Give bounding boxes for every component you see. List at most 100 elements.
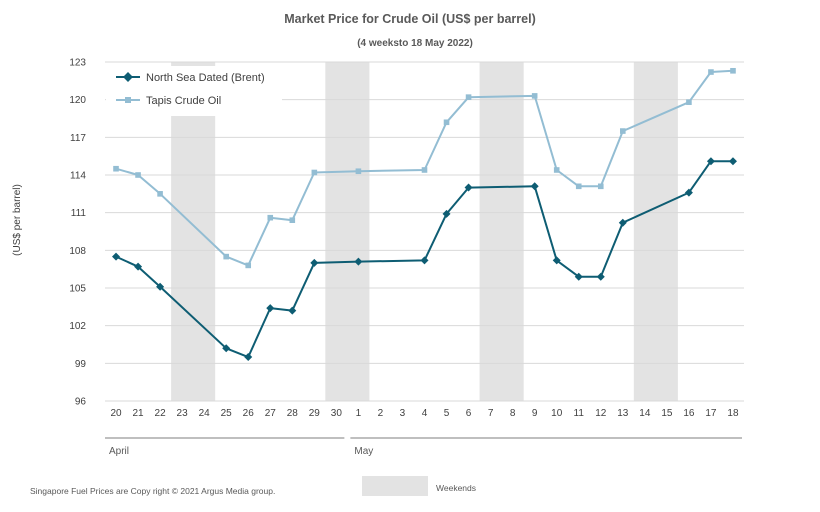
x-tick-label: 1 <box>356 408 362 419</box>
x-tick-label: 30 <box>331 408 343 419</box>
x-tick-label: 29 <box>309 408 321 419</box>
month-axis: April May <box>105 437 742 457</box>
x-tick-label: 3 <box>400 408 406 419</box>
x-tick-label: 14 <box>639 408 651 419</box>
data-point-tapis <box>686 99 692 105</box>
data-point-tapis <box>355 168 362 175</box>
data-point-brent <box>530 182 539 191</box>
data-point-brent <box>552 256 561 265</box>
data-point-tapis <box>135 172 141 178</box>
legend-background <box>106 66 282 116</box>
data-point-brent <box>112 252 121 261</box>
x-tick-label: 10 <box>551 408 563 419</box>
x-tick-label: 2 <box>378 408 384 419</box>
y-tick-label: 120 <box>69 95 86 106</box>
y-tick-label: 111 <box>71 208 87 219</box>
data-point-brent <box>288 306 297 315</box>
data-point-tapis <box>245 262 252 269</box>
data-point-tapis <box>531 93 538 99</box>
chart-subtitle: (4 weeksto 18 May 2022) <box>357 38 473 49</box>
data-point-tapis <box>597 183 604 190</box>
x-tick-label: 17 <box>705 408 717 419</box>
series-line-0 <box>115 160 733 359</box>
x-tick-labels: 20 21 22 23 24 25 26 27 28 29 30 1 2 3 4 5 6 7 8 9 10 11 12 13 1… <box>110 408 739 419</box>
data-point-tapis <box>113 165 119 172</box>
x-tick-label: 20 <box>110 408 122 419</box>
data-point-brent <box>618 218 627 227</box>
x-tick-label: 7 <box>488 408 494 419</box>
weekend-shading <box>171 62 678 401</box>
weekend-band <box>633 62 678 401</box>
x-tick-label: 8 <box>510 408 516 419</box>
y-tick-label: 105 <box>69 284 86 295</box>
legend-brent-marker <box>123 72 133 82</box>
weekend-band <box>479 62 524 401</box>
y-tick-labels: 96 99 102 105 108 111 114 117 120 123 <box>69 58 86 408</box>
x-tick-label: 11 <box>574 408 585 419</box>
series-lines <box>112 67 737 362</box>
x-tick-label: 27 <box>265 408 277 419</box>
data-point-brent <box>684 188 693 197</box>
data-point-brent <box>244 353 253 362</box>
data-point-tapis <box>575 183 582 190</box>
x-tick-label: 24 <box>199 408 211 419</box>
data-point-brent <box>574 272 583 281</box>
weekend-band <box>325 62 370 401</box>
y-axis-label: (US$ per barrel) <box>12 184 23 256</box>
x-tick-label: 5 <box>444 408 450 419</box>
y-tick-label: 96 <box>75 397 87 408</box>
x-tick-label: 16 <box>683 408 695 419</box>
legend-brent-label: North Sea Dated (Brent) <box>146 72 265 84</box>
data-point-tapis <box>620 128 626 134</box>
x-tick-label: 13 <box>617 408 629 419</box>
data-point-brent <box>134 262 143 271</box>
month-label: May <box>354 446 373 457</box>
data-point-tapis <box>443 119 450 126</box>
data-point-brent <box>156 282 165 291</box>
weekends-legend-label: Weekends <box>436 483 476 493</box>
data-point-tapis <box>267 214 274 221</box>
x-tick-label: 25 <box>221 408 233 419</box>
weekends-legend-swatch <box>362 476 428 496</box>
x-tick-label: 18 <box>727 408 739 419</box>
legend-tapis-label: Tapis Crude Oil <box>146 95 221 107</box>
data-point-brent <box>442 209 451 218</box>
data-point-tapis <box>223 253 229 260</box>
y-tick-label: 102 <box>69 321 86 332</box>
y-tick-label: 117 <box>70 133 86 144</box>
data-point-tapis <box>553 167 560 173</box>
data-point-tapis <box>157 191 163 197</box>
x-tick-label: 22 <box>155 408 167 419</box>
x-tick-label: 21 <box>132 408 144 419</box>
series-line-1 <box>115 69 734 267</box>
data-point-brent <box>354 257 363 266</box>
x-tick-label: 9 <box>532 408 538 419</box>
data-point-tapis <box>289 217 296 223</box>
copyright-footer: Singapore Fuel Prices are Copy right © 2… <box>30 486 275 496</box>
data-point-brent <box>464 183 473 192</box>
data-point-tapis <box>730 67 736 74</box>
y-tick-label: 99 <box>75 359 87 370</box>
data-point-brent <box>596 272 605 281</box>
x-tick-label: 6 <box>466 408 472 419</box>
data-point-tapis <box>465 94 472 100</box>
data-point-tapis <box>311 169 318 176</box>
weekend-band <box>171 62 216 401</box>
y-tick-label: 114 <box>70 171 86 182</box>
legend: North Sea Dated (Brent) Tapis Crude Oil <box>106 66 282 116</box>
chart-title: Market Price for Crude Oil (US$ per barr… <box>284 12 535 26</box>
data-point-brent <box>222 344 231 353</box>
x-tick-label: 23 <box>177 408 189 419</box>
legend-tapis-marker <box>125 97 131 103</box>
y-tick-label: 123 <box>69 58 86 69</box>
x-tick-label: 12 <box>595 408 607 419</box>
data-point-tapis <box>708 69 714 75</box>
data-point-brent <box>420 256 429 265</box>
data-point-brent <box>310 258 319 267</box>
x-tick-label: 28 <box>287 408 299 419</box>
data-point-brent <box>728 157 737 166</box>
month-label: April <box>109 446 129 457</box>
data-point-tapis <box>421 167 428 173</box>
x-tick-label: 4 <box>422 408 428 419</box>
